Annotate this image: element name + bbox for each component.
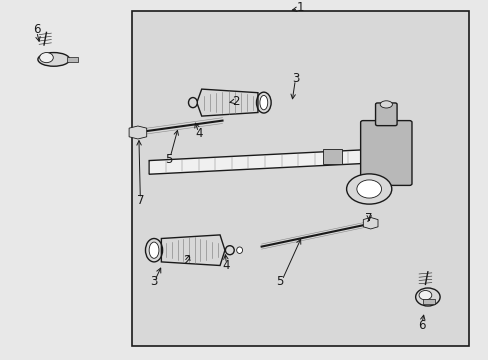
Text: 7: 7 — [136, 194, 144, 207]
Text: 5: 5 — [164, 153, 172, 166]
Polygon shape — [129, 126, 146, 139]
Ellipse shape — [40, 53, 53, 63]
FancyBboxPatch shape — [375, 103, 396, 126]
FancyBboxPatch shape — [67, 57, 78, 62]
Bar — [132, 11, 468, 346]
FancyBboxPatch shape — [360, 121, 411, 185]
Polygon shape — [149, 150, 364, 174]
Polygon shape — [196, 89, 258, 116]
Ellipse shape — [236, 247, 242, 253]
Text: 5: 5 — [276, 275, 284, 288]
Text: 2: 2 — [232, 95, 240, 108]
Text: 4: 4 — [195, 127, 203, 140]
Text: 6: 6 — [33, 23, 41, 36]
Ellipse shape — [415, 288, 439, 306]
Text: 1: 1 — [296, 1, 304, 14]
Ellipse shape — [356, 180, 381, 198]
Text: 6: 6 — [417, 319, 425, 332]
Ellipse shape — [225, 246, 234, 255]
Polygon shape — [322, 149, 342, 164]
Ellipse shape — [418, 291, 431, 300]
Ellipse shape — [149, 242, 159, 258]
Text: 7: 7 — [365, 212, 372, 225]
Ellipse shape — [346, 174, 391, 204]
Text: 3: 3 — [150, 275, 158, 288]
Polygon shape — [161, 235, 224, 266]
Ellipse shape — [260, 95, 267, 110]
Text: 4: 4 — [222, 259, 230, 272]
Text: 2: 2 — [183, 254, 191, 267]
Ellipse shape — [380, 101, 391, 108]
FancyBboxPatch shape — [422, 299, 434, 304]
Ellipse shape — [188, 98, 197, 108]
Ellipse shape — [38, 53, 70, 66]
Polygon shape — [363, 217, 377, 229]
Text: 3: 3 — [291, 72, 299, 85]
